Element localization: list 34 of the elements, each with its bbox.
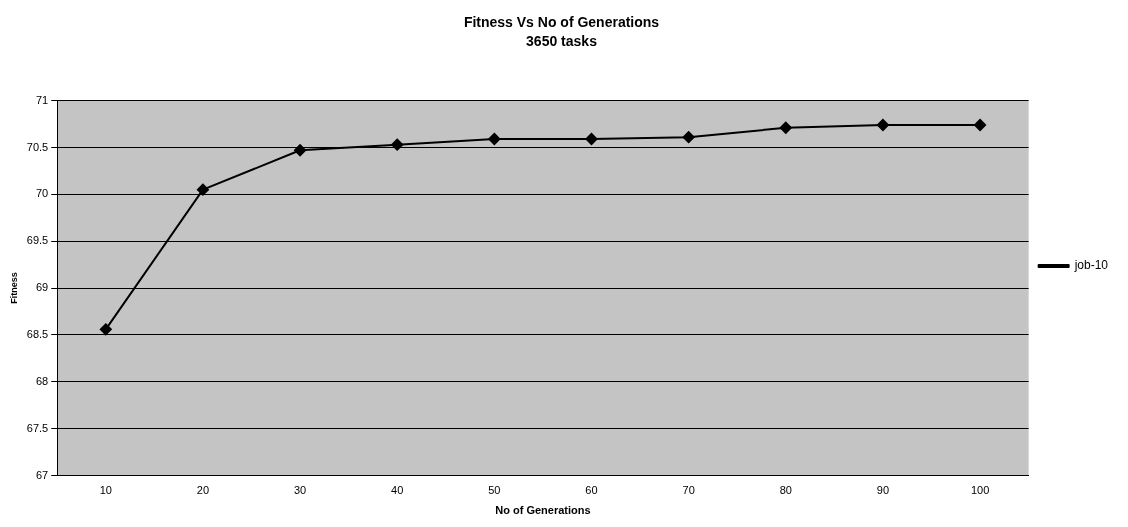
y-tick-label: 67.5 (26, 421, 49, 434)
point (99, 323, 112, 336)
point (876, 118, 889, 131)
y-tick-label: 69 (35, 281, 49, 294)
y-axis-title: Fitness (8, 272, 19, 304)
point (294, 144, 307, 157)
point (974, 118, 987, 131)
y-tick-label: 71 (35, 93, 49, 106)
y-tick-label: 68 (35, 374, 49, 387)
point (196, 183, 209, 196)
point (488, 133, 501, 146)
x-tick-label: 80 (779, 484, 792, 497)
y-tick-label: 68.5 (26, 328, 49, 341)
x-tick-label: 50 (488, 484, 501, 497)
x-tick-label: 90 (876, 484, 890, 497)
x-tick-label: 10 (99, 484, 112, 497)
point (391, 138, 404, 151)
x-tick-label: 70 (682, 484, 695, 497)
x-tick-label: 30 (293, 484, 307, 497)
y-tick-label: 70.5 (26, 140, 49, 153)
y-tick-label: 67 (35, 468, 49, 481)
y-tick-label: 69.5 (26, 234, 49, 247)
x-tick-label: 60 (585, 484, 598, 497)
legend-label: job-10 (1073, 258, 1109, 273)
x-tick-label: 20 (196, 484, 210, 497)
x-axis-title: No of Generations (495, 504, 591, 517)
x-tick-label: 100 (970, 484, 990, 497)
chart-subtitle: 3650 tasks (526, 33, 598, 50)
chart-title: Fitness Vs No of Generations (463, 14, 660, 31)
x-tick-label: 40 (391, 484, 404, 497)
point (779, 121, 792, 134)
y-tick-label: 70 (35, 187, 49, 200)
point (682, 131, 695, 144)
point (585, 133, 598, 146)
